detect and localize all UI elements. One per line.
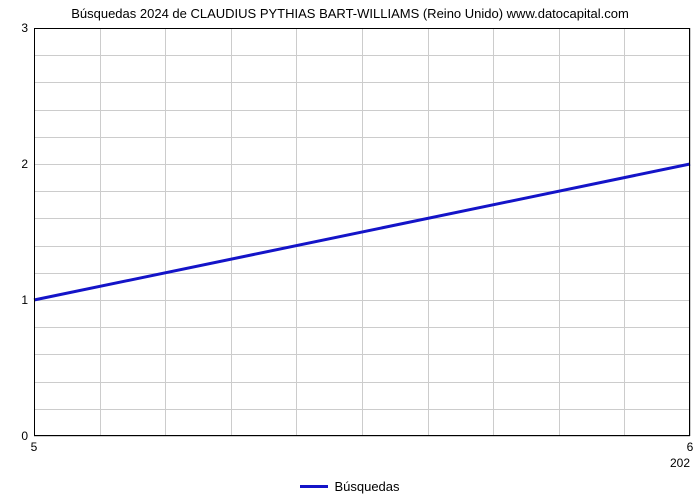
chart-container: Búsquedas 2024 de CLAUDIUS PYTHIAS BART-… bbox=[0, 0, 700, 500]
series-line bbox=[34, 164, 690, 300]
legend-item: Búsquedas bbox=[300, 479, 399, 494]
plot-area: 202 012356 bbox=[34, 28, 690, 436]
chart-title: Búsquedas 2024 de CLAUDIUS PYTHIAS BART-… bbox=[0, 6, 700, 21]
y-tick-label: 1 bbox=[21, 293, 34, 307]
x-tick-label: 6 bbox=[687, 436, 694, 454]
y-tick-label: 3 bbox=[21, 21, 34, 35]
legend-label: Búsquedas bbox=[334, 479, 399, 494]
gridline-vertical bbox=[690, 28, 691, 436]
y-tick-label: 2 bbox=[21, 157, 34, 171]
gridline-horizontal bbox=[34, 436, 690, 437]
legend-swatch bbox=[300, 485, 328, 488]
x-tick-label: 5 bbox=[31, 436, 38, 454]
line-series-layer bbox=[34, 28, 690, 436]
legend: Búsquedas bbox=[0, 476, 700, 494]
